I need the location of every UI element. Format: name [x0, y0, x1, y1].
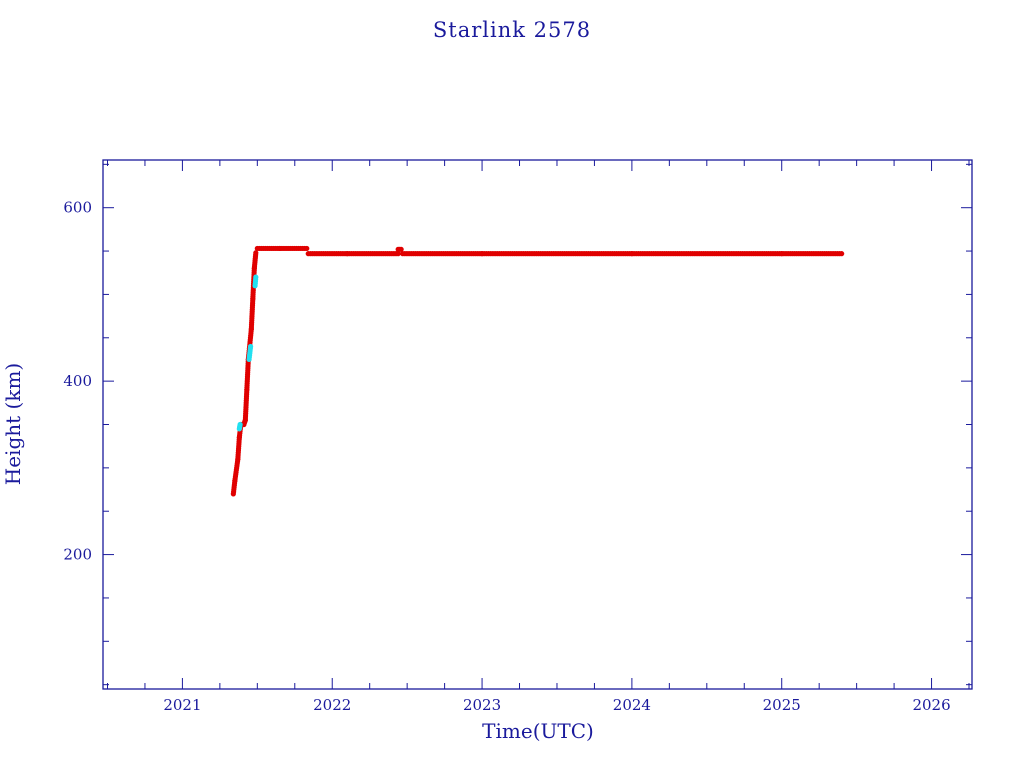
x-tick-label: 2023	[463, 696, 501, 714]
x-tick-label: 2026	[912, 696, 950, 714]
x-tick-label: 2025	[763, 696, 801, 714]
data-point	[839, 251, 845, 257]
data-point	[237, 421, 243, 428]
data-point	[304, 245, 310, 252]
x-tick-label: 2024	[613, 696, 651, 714]
data-point	[247, 343, 254, 350]
y-tick-label: 200	[63, 546, 92, 564]
chart-title: Starlink 2578	[433, 18, 591, 42]
x-tick-label: 2021	[163, 696, 201, 714]
y-axis-label: Height (km)	[1, 363, 25, 485]
series-primary-points	[230, 245, 845, 497]
x-axis-label: Time(UTC)	[482, 719, 594, 743]
data-point	[398, 246, 404, 252]
data-point	[253, 250, 259, 256]
axis-ticks	[103, 160, 972, 689]
x-tick-labels: 2021 2022 2023 2024 2025 2026	[163, 696, 950, 714]
y-tick-label: 600	[63, 199, 92, 217]
y-tick-labels: 200 400 600	[63, 199, 92, 564]
data-point	[395, 251, 401, 257]
data-point	[253, 274, 259, 280]
data-points	[230, 245, 845, 497]
x-tick-label: 2022	[313, 696, 351, 714]
series-secondary-points	[236, 274, 259, 432]
plot-frame	[102, 159, 973, 690]
y-tick-label: 400	[63, 372, 92, 390]
